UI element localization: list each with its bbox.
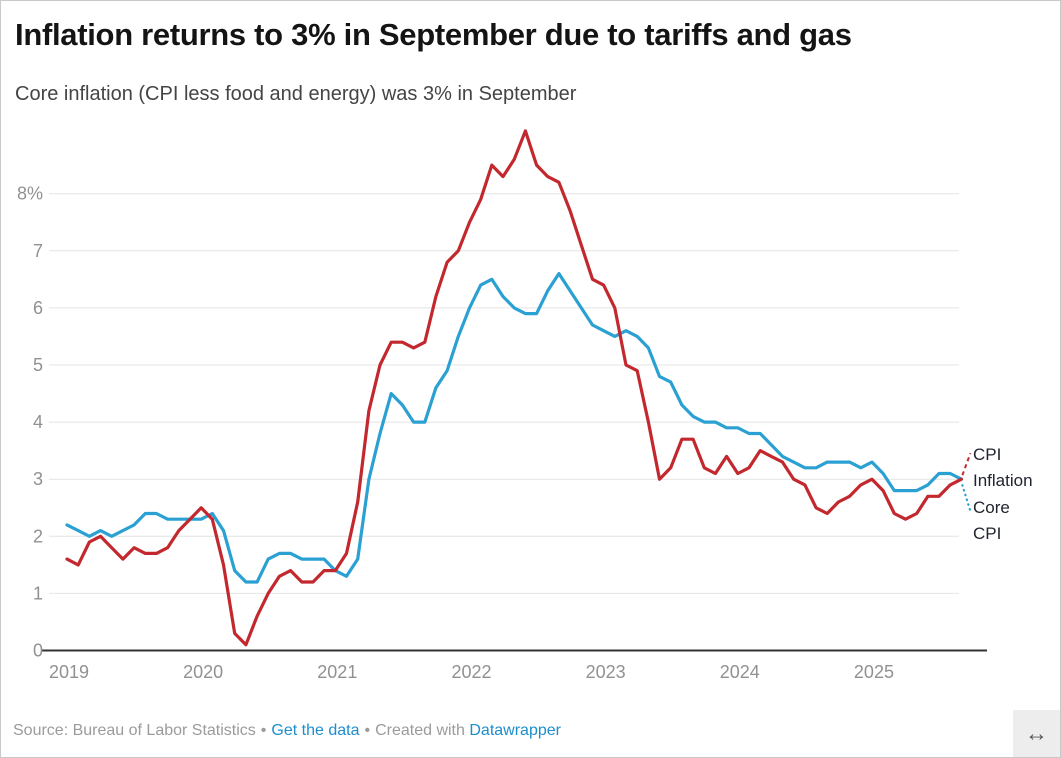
core-label-line2: CPI: [973, 524, 1002, 543]
resize-handle[interactable]: ↔: [1013, 710, 1060, 757]
core-cpi-line[interactable]: [65, 272, 964, 584]
separator-dot: •: [364, 722, 371, 739]
created-with-text: Created with: [375, 722, 465, 739]
datawrapper-link[interactable]: Datawrapper: [469, 722, 561, 739]
y-tick-label-2: 2: [33, 526, 43, 546]
inflation-line-chart: 0 1 2 3 4 5 6 7 8% 2019 2020 2021 2022 2023 2024 2025: [17, 129, 987, 682]
y-tick-label-5: 5: [33, 355, 43, 375]
page-title: Inflation returns to 3% in September due…: [15, 17, 852, 52]
separator-dot: •: [260, 722, 267, 739]
core-label-connector: [961, 484, 972, 513]
core-label-line1: Core: [973, 498, 1010, 517]
x-tick-label-2024: 2024: [720, 662, 760, 682]
cpi-label-connector: [961, 452, 972, 476]
page-subtitle: Core inflation (CPI less food and energy…: [15, 83, 577, 105]
x-tick-label-2023: 2023: [586, 662, 626, 682]
y-tick-label-0: 0: [33, 641, 43, 661]
cpi-label-line1: CPI: [973, 445, 1002, 464]
x-tick-label-2020: 2020: [183, 662, 223, 682]
horizontal-resize-icon: ↔: [1025, 720, 1048, 746]
cpi-inflation-series-label: CPI Inflation: [973, 442, 1033, 494]
cpi-inflation-line[interactable]: [65, 129, 964, 647]
get-the-data-link[interactable]: Get the data: [271, 722, 360, 739]
y-tick-label-6: 6: [33, 298, 43, 318]
x-tick-label-2021: 2021: [317, 662, 357, 682]
y-tick-label-7: 7: [33, 241, 43, 261]
source-line: Source: Bureau of Labor Statistics • Get t…: [13, 722, 1000, 740]
y-tick-label-1: 1: [33, 583, 43, 603]
x-tick-label-2022: 2022: [451, 662, 491, 682]
source-text: Source: Bureau of Labor Statistics: [13, 722, 256, 739]
y-tick-label-8%: 8%: [17, 184, 43, 204]
y-tick-label-4: 4: [33, 412, 43, 432]
core-cpi-series-label: Core CPI: [973, 495, 1010, 547]
x-tick-label-2019: 2019: [49, 662, 89, 682]
cpi-label-line2: Inflation: [973, 471, 1033, 490]
y-tick-label-3: 3: [33, 469, 43, 489]
x-tick-label-2025: 2025: [854, 662, 894, 682]
